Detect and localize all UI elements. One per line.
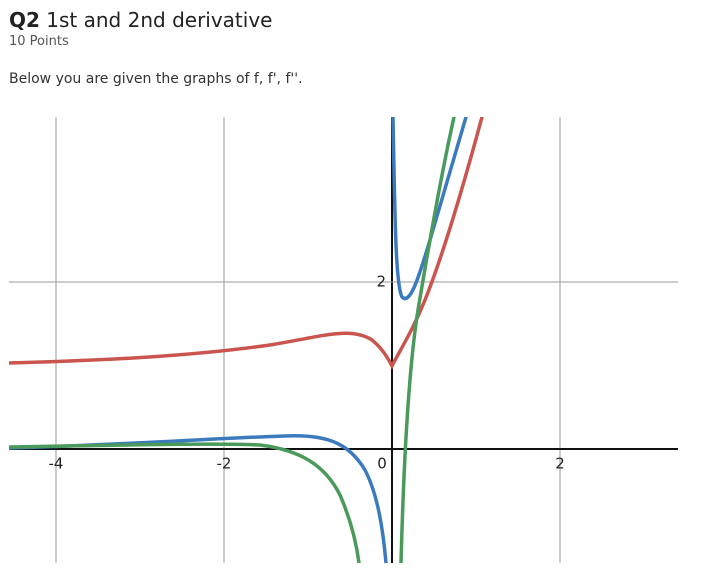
x-tick-label: 2 [555,455,565,473]
curve-f [9,117,484,370]
curve-f-double-prime-left [9,442,361,563]
curve-f-prime-right [391,117,468,301]
curve-f-double-prime-right [399,117,456,563]
x-tick-label: 0 [377,455,387,473]
points: 10 Points [9,34,69,49]
question-number: Q2 [9,8,40,32]
y-tick-label: 2 [376,273,386,291]
x-tick-label: -4 [49,455,64,473]
graph-area [9,117,678,563]
prompt: Below you are given the graphs of f, f',… [9,71,303,87]
question-header: Q2 1st and 2nd derivative 10 Points [9,8,272,49]
x-tick-label: -2 [217,455,232,473]
question-title: Q2 1st and 2nd derivative [9,8,272,32]
question-text: 1st and 2nd derivative [46,8,273,32]
